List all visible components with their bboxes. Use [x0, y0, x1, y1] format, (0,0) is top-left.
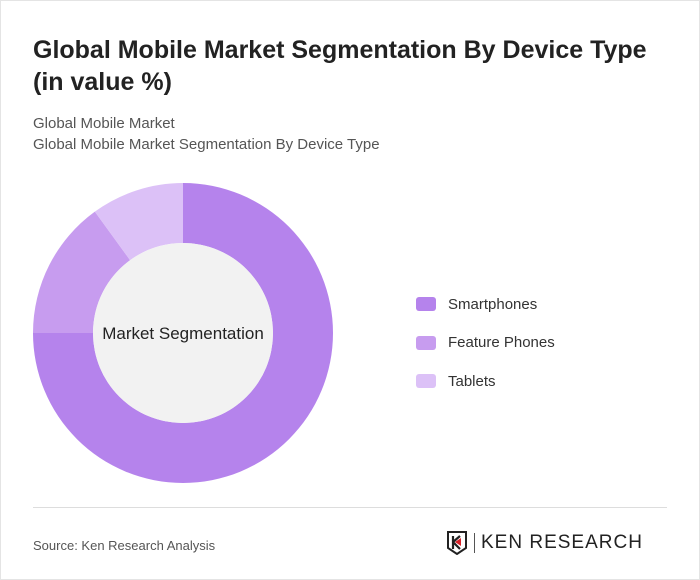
- slice-smartphones: [33, 183, 333, 483]
- divider: [33, 507, 667, 508]
- center-label: Market Segmentation: [102, 324, 264, 343]
- source-note: Source: Ken Research Analysis: [33, 538, 216, 553]
- slice-feature-phones: [33, 211, 131, 333]
- subtitle-market: Global Mobile Market: [33, 115, 175, 132]
- legend-label: Feature Phones: [448, 334, 555, 352]
- legend-label: Smartphones: [448, 295, 538, 313]
- donut-hole: [93, 243, 273, 423]
- legend-item: Smartphones: [416, 285, 555, 324]
- ken-research-logo: KEN RESEARCH: [446, 531, 643, 555]
- chart-title: Global Mobile Market Segmentation By Dev…: [33, 36, 647, 96]
- slice-tablets: [94, 183, 183, 261]
- legend-swatch: [416, 335, 436, 350]
- legend-item: Tablets: [416, 362, 555, 401]
- legend-swatch: [416, 297, 436, 312]
- legend: Smartphones Feature Phones Tablets: [416, 285, 555, 401]
- ken-research-logo-icon: [447, 531, 467, 555]
- legend-label: Tablets: [448, 372, 496, 390]
- donut-chart: Market Segmentation: [33, 183, 333, 483]
- legend-item: Feature Phones: [416, 324, 555, 363]
- legend-swatch: [416, 374, 436, 389]
- logo-text: KEN RESEARCH: [474, 533, 643, 553]
- subtitle-segmentation: Global Mobile Market Segmentation By Dev…: [33, 136, 380, 153]
